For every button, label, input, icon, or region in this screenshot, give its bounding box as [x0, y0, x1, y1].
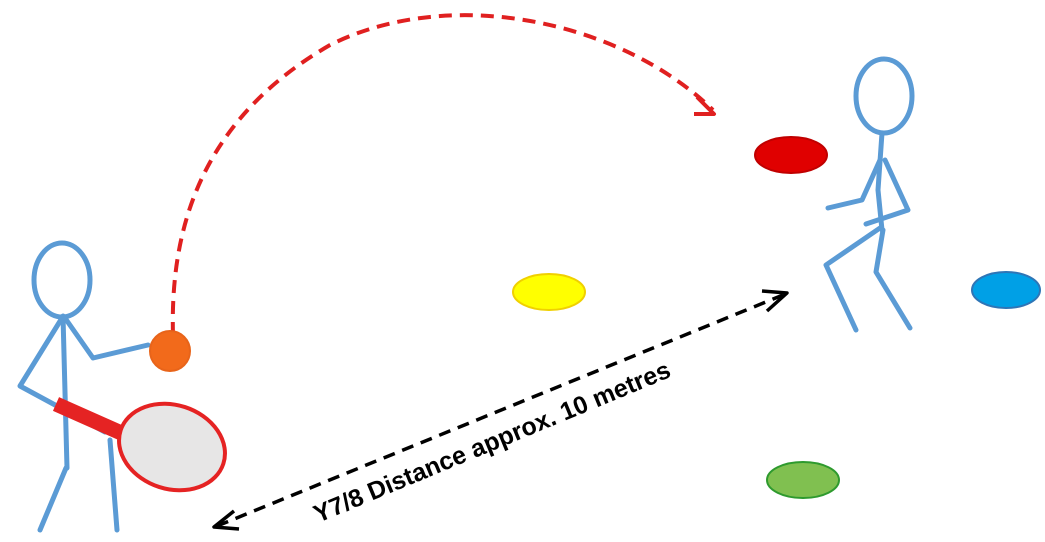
distance-label: Y7/8 Distance approx. 10 metres	[310, 356, 675, 529]
cone-red	[754, 136, 828, 174]
server-right-arm	[62, 315, 151, 361]
server-right-leg	[107, 437, 120, 533]
server-head	[31, 240, 93, 320]
racket-handle	[52, 397, 132, 443]
server-stick-figure	[17, 240, 151, 533]
receiver-stick-figure	[823, 56, 915, 333]
cone-green	[766, 461, 840, 499]
server-body	[60, 313, 70, 471]
receiver-head	[853, 56, 915, 136]
cone-yellow	[512, 273, 586, 311]
distance-arrowhead-left	[212, 509, 240, 531]
trajectory-arrowhead	[694, 95, 716, 116]
receiver-right-leg	[873, 227, 913, 331]
distance-arrowhead-right	[761, 289, 789, 313]
tennis-racket	[52, 397, 227, 493]
ball-trajectory-arc	[170, 13, 715, 336]
server-left-leg	[37, 465, 69, 533]
receiver-left-leg	[823, 225, 883, 333]
distance-arrow	[212, 289, 789, 531]
receiver-right-arm	[863, 157, 911, 227]
receiver-body	[875, 130, 885, 233]
receiver-left-arm	[825, 157, 883, 211]
ball	[149, 330, 191, 372]
racket-head	[117, 401, 227, 493]
cone-blue	[971, 271, 1041, 309]
